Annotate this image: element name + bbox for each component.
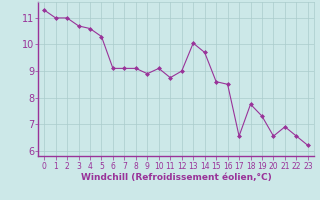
X-axis label: Windchill (Refroidissement éolien,°C): Windchill (Refroidissement éolien,°C) bbox=[81, 173, 271, 182]
